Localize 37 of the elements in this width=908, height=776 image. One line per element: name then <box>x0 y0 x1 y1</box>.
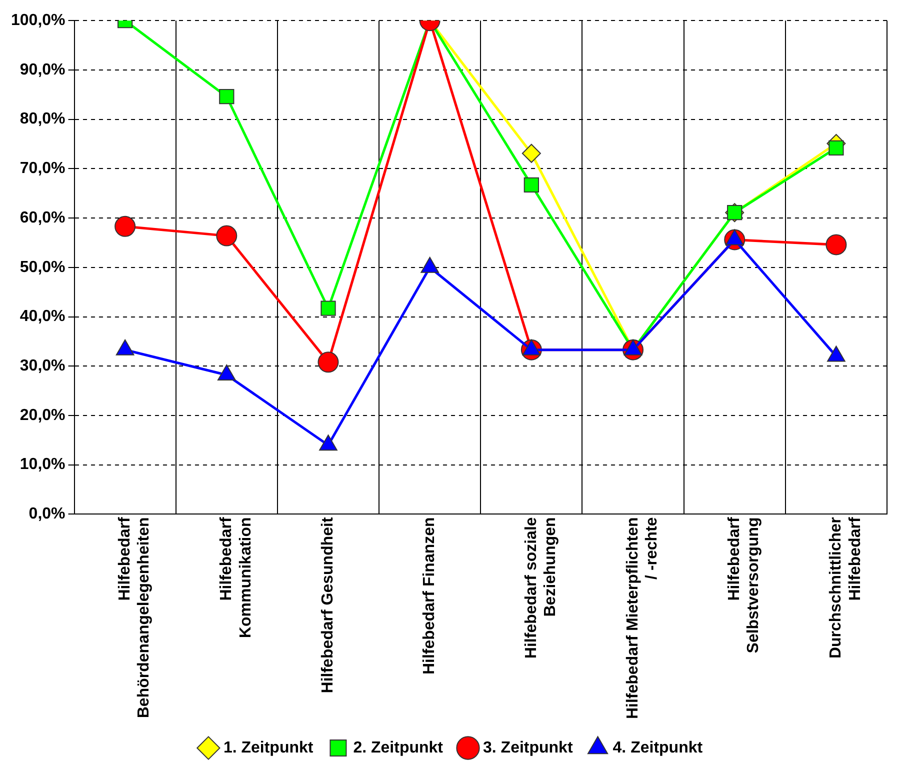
point <box>217 364 236 380</box>
point <box>219 89 234 104</box>
point <box>522 144 541 163</box>
point <box>624 339 642 356</box>
x-tick-label: Hilfebedarf soziale Beziehungen <box>522 517 560 659</box>
x-tick-label: Hilfebedarf Gesundheit <box>320 516 337 694</box>
y-tick-label: 70,0% <box>20 160 66 178</box>
point <box>826 234 847 256</box>
y-tick-label: 100,0% <box>11 12 66 30</box>
y-tick-label: 0,0% <box>28 506 66 523</box>
point <box>114 216 136 237</box>
x-tick-label: Hilfebedarf Behördenangelegenheiten <box>116 516 153 718</box>
point <box>319 434 338 451</box>
point <box>828 140 844 156</box>
y-tick-label: 60,0% <box>20 209 66 226</box>
x-tick-label: Durchschnittlicher Hilfebedarf <box>828 516 864 659</box>
y-tick-label: 30,0% <box>20 358 66 375</box>
y-tick-label: 80,0% <box>20 110 66 128</box>
legend-label: 4. Zeitpunkt <box>612 739 704 756</box>
point <box>524 177 539 193</box>
y-tick-label: 90,0% <box>20 61 66 78</box>
x-tick-label: Hilfebedarf Selbstversorgung <box>726 516 762 654</box>
y-tick-label: 50,0% <box>20 258 66 276</box>
legend-label: 2. Zeitpunkt <box>353 739 444 756</box>
y-tick-label: 10,0% <box>20 456 66 474</box>
y-tick-label: 40,0% <box>20 308 66 326</box>
legend-label: 3. Zeitpunkt <box>483 739 574 756</box>
x-tick-label: Hilfebedarf Kommunikation <box>218 516 254 638</box>
point <box>116 339 134 356</box>
x-tick-label: Hilfebedarf Mieterpflichten / -rechte <box>624 517 661 720</box>
x-tick-label: Hilfebedarf Finanzen <box>421 517 438 675</box>
legend-label: 1. Zeitpunkt <box>223 739 314 756</box>
point <box>216 225 238 246</box>
point <box>522 339 541 356</box>
point <box>320 300 336 316</box>
y-tick-label: 20,0% <box>20 406 66 424</box>
point <box>827 346 846 362</box>
